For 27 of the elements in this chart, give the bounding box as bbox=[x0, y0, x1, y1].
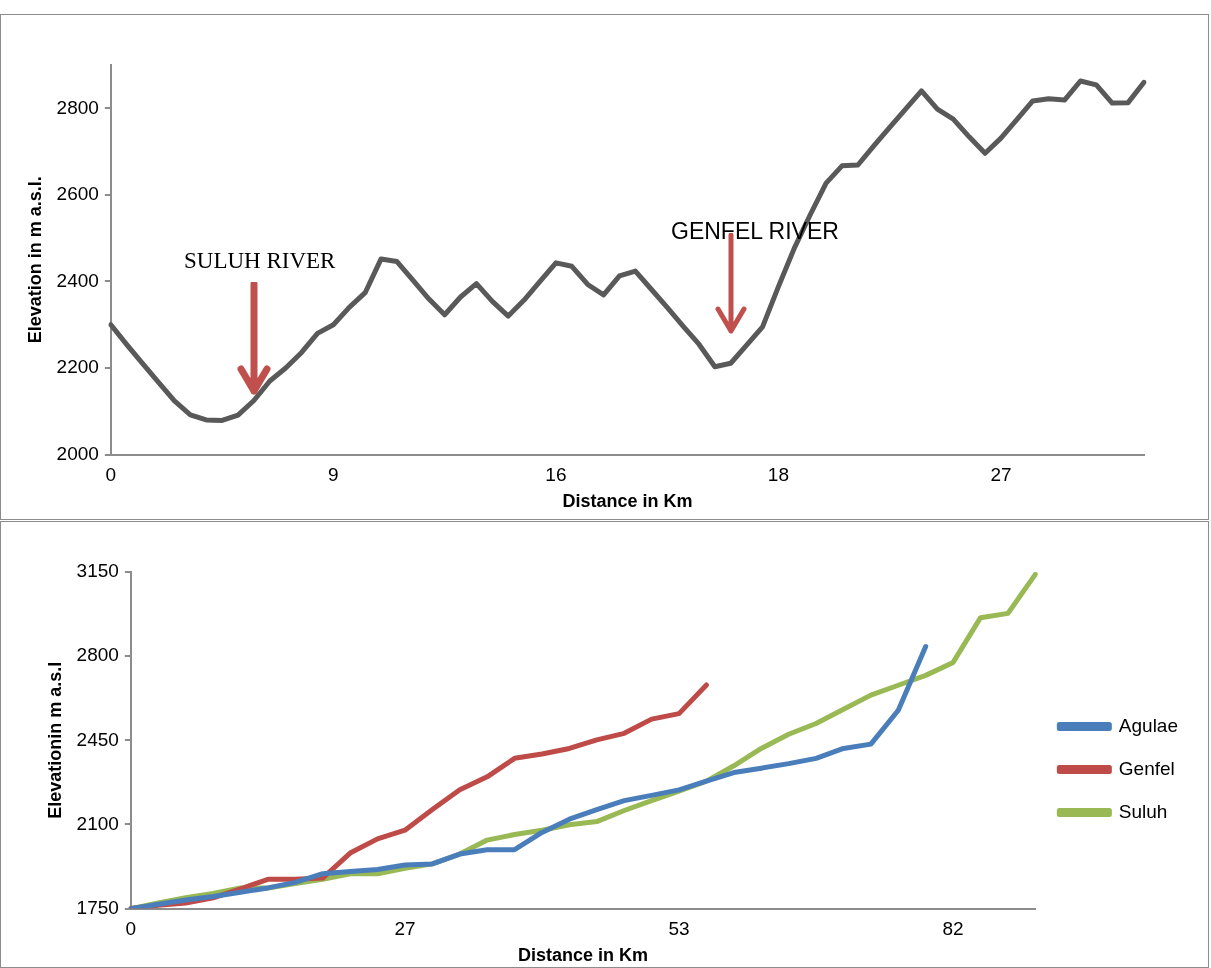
x-tick-label: 27 bbox=[990, 464, 1012, 486]
x-tick-label: 18 bbox=[767, 464, 789, 486]
annotation: SULUH RIVER bbox=[184, 248, 336, 274]
y-tick-label: 2800 bbox=[56, 96, 99, 118]
y-tick-label: 3150 bbox=[76, 560, 119, 582]
x-axis-title: Distance in Km bbox=[518, 945, 649, 966]
y-tick-label: 2450 bbox=[76, 728, 119, 750]
y-tick-label: 2000 bbox=[56, 442, 99, 464]
x-axis-title: Distance in Km bbox=[562, 491, 693, 512]
x-tick-label: 0 bbox=[105, 464, 117, 486]
legend-label: Genfel bbox=[1118, 757, 1175, 779]
y-tick-label: 2100 bbox=[76, 812, 119, 834]
y-axis-title: Elevation in m a.s.l. bbox=[24, 176, 45, 344]
y-tick-label: 2800 bbox=[76, 644, 119, 666]
y-tick-label: 2400 bbox=[56, 269, 99, 291]
y-tick-label: 2600 bbox=[56, 183, 99, 205]
x-tick-label: 27 bbox=[394, 918, 416, 940]
y-tick-label: 1750 bbox=[76, 896, 119, 918]
legend-label: Suluh bbox=[1118, 800, 1168, 822]
x-tick-label: 82 bbox=[942, 918, 964, 940]
legend-label: Agulae bbox=[1118, 714, 1179, 736]
y-tick-label: 2200 bbox=[56, 356, 99, 378]
x-tick-label: 0 bbox=[125, 918, 137, 940]
y-axis-title: Elevationin m a.s.l bbox=[44, 661, 65, 819]
x-tick-label: 9 bbox=[328, 464, 339, 486]
x-tick-label: 16 bbox=[545, 464, 567, 486]
x-tick-label: 53 bbox=[668, 918, 690, 940]
